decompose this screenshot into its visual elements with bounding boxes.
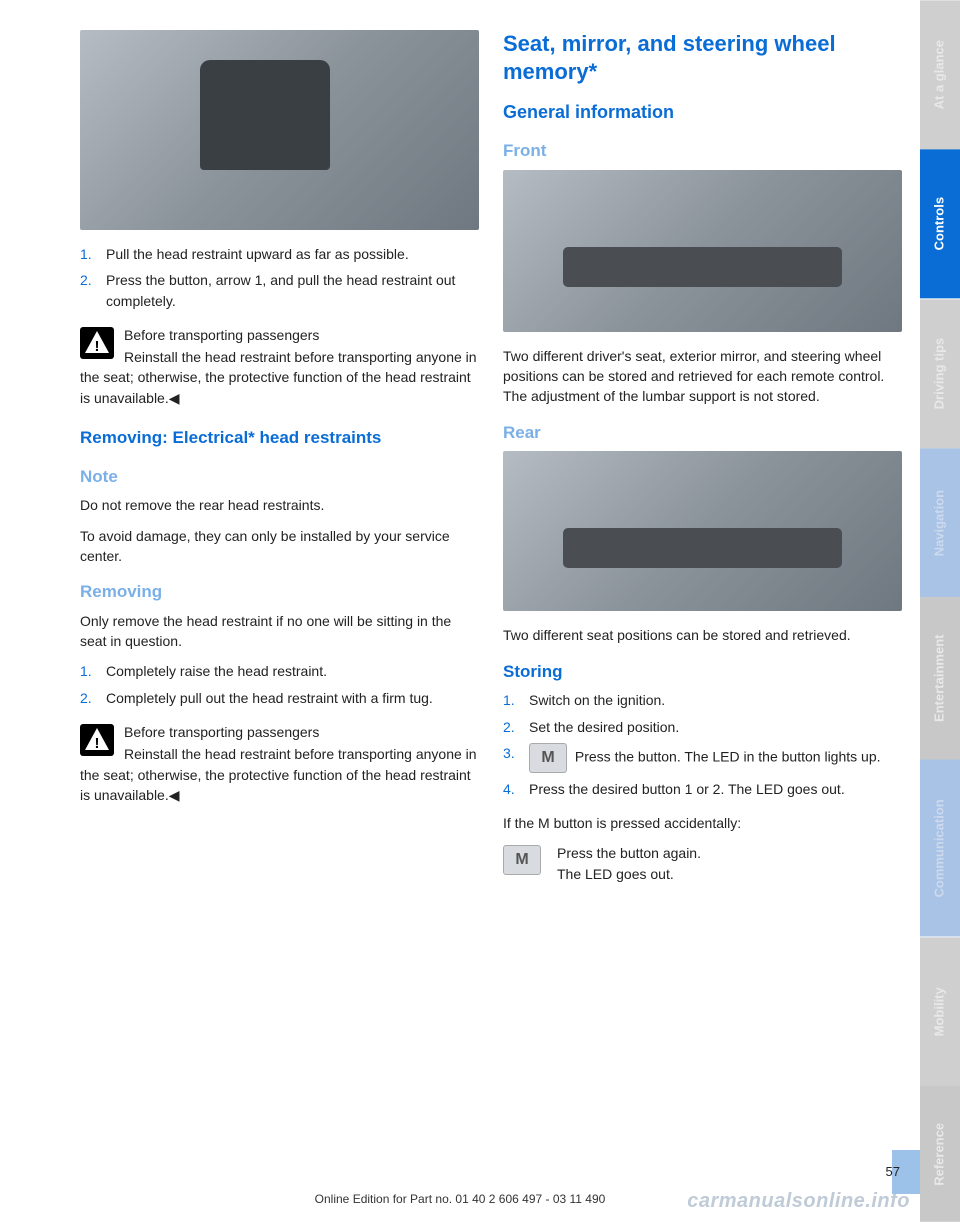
front-paragraph: Two different driver's seat, exterior mi… xyxy=(503,346,902,407)
page-number: 57 xyxy=(886,1163,900,1182)
right-column: Seat, mirror, and steering wheel memory*… xyxy=(503,30,902,1212)
warning-2-title: Before transporting passengers xyxy=(80,722,479,742)
front-memory-buttons-image xyxy=(503,170,902,332)
warning-1-title: Before transporting passengers xyxy=(80,325,479,345)
removing-step-1: Completely raise the head restraint. xyxy=(106,661,479,681)
note-paragraph-1: Do not remove the rear head restraints. xyxy=(80,495,479,515)
storing-step-3-text: Press the button. The LED in the button … xyxy=(571,749,881,765)
left-column: Pull the head restraint upward as far as… xyxy=(80,30,479,1212)
storing-step-1: Switch on the ignition. xyxy=(529,690,902,710)
note-paragraph-2: To avoid damage, they can only be instal… xyxy=(80,526,479,567)
m-button-icon: M xyxy=(529,743,567,773)
tab-at-a-glance[interactable]: At a glance xyxy=(920,0,960,149)
step-1-text: Pull the head restraint upward as far as… xyxy=(106,244,479,264)
removing-paragraph: Only remove the head restraint if no one… xyxy=(80,611,479,652)
heading-removing: Removing xyxy=(80,580,479,605)
m-button-icon: M xyxy=(503,845,541,875)
tab-entertainment[interactable]: Entertainment xyxy=(920,597,960,760)
heading-storing: Storing xyxy=(503,660,902,685)
step-2-text: Press the button, arrow 1, and pull the … xyxy=(106,270,479,311)
headrest-steps: Pull the head restraint upward as far as… xyxy=(80,244,479,311)
tab-communication[interactable]: Communication xyxy=(920,760,960,937)
tab-navigation[interactable]: Navigation xyxy=(920,448,960,597)
storing-steps: Switch on the ignition. Set the desired … xyxy=(503,690,902,799)
heading-general: General information xyxy=(503,99,902,125)
heading-removing-electrical: Removing: Electrical* head restraints xyxy=(80,426,479,451)
tab-controls[interactable]: Controls xyxy=(920,149,960,298)
tab-driving-tips[interactable]: Driving tips xyxy=(920,299,960,448)
headrest-illustration xyxy=(80,30,479,230)
removing-step-2: Completely pull out the head restraint w… xyxy=(106,688,479,708)
removing-steps: Completely raise the head restraint. Com… xyxy=(80,661,479,708)
heading-main: Seat, mirror, and steering wheel memory* xyxy=(503,30,902,85)
tab-reference[interactable]: Reference xyxy=(920,1086,960,1222)
storing-step-3: M Press the button. The LED in the butto… xyxy=(529,743,902,773)
warning-block-2: Before transporting passengers Reinstall… xyxy=(80,722,479,805)
heading-front: Front xyxy=(503,139,902,164)
warning-block-1: Before transporting passengers Reinstall… xyxy=(80,325,479,408)
accidental-row: M Press the button again. The LED goes o… xyxy=(503,843,902,884)
accidental-line-1: Press the button again. xyxy=(557,843,902,863)
storing-step-2: Set the desired position. xyxy=(529,717,902,737)
storing-step-4: Press the desired button 1 or 2. The LED… xyxy=(529,779,902,799)
rear-paragraph: Two different seat positions can be stor… xyxy=(503,625,902,645)
warning-2-body: Reinstall the head restraint before tran… xyxy=(80,744,479,805)
tab-mobility[interactable]: Mobility xyxy=(920,937,960,1086)
footer-line: Online Edition for Part no. 01 40 2 606 … xyxy=(0,1191,920,1208)
rear-memory-buttons-image xyxy=(503,451,902,611)
section-tabs: At a glance Controls Driving tips Naviga… xyxy=(920,0,960,1222)
heading-note: Note xyxy=(80,465,479,490)
heading-rear: Rear xyxy=(503,421,902,446)
warning-icon xyxy=(80,724,114,756)
accidental-line-2: The LED goes out. xyxy=(557,864,902,884)
accidental-paragraph: If the M button is pressed accidentally: xyxy=(503,813,902,833)
warning-icon xyxy=(80,327,114,359)
warning-1-body: Reinstall the head restraint before tran… xyxy=(80,347,479,408)
